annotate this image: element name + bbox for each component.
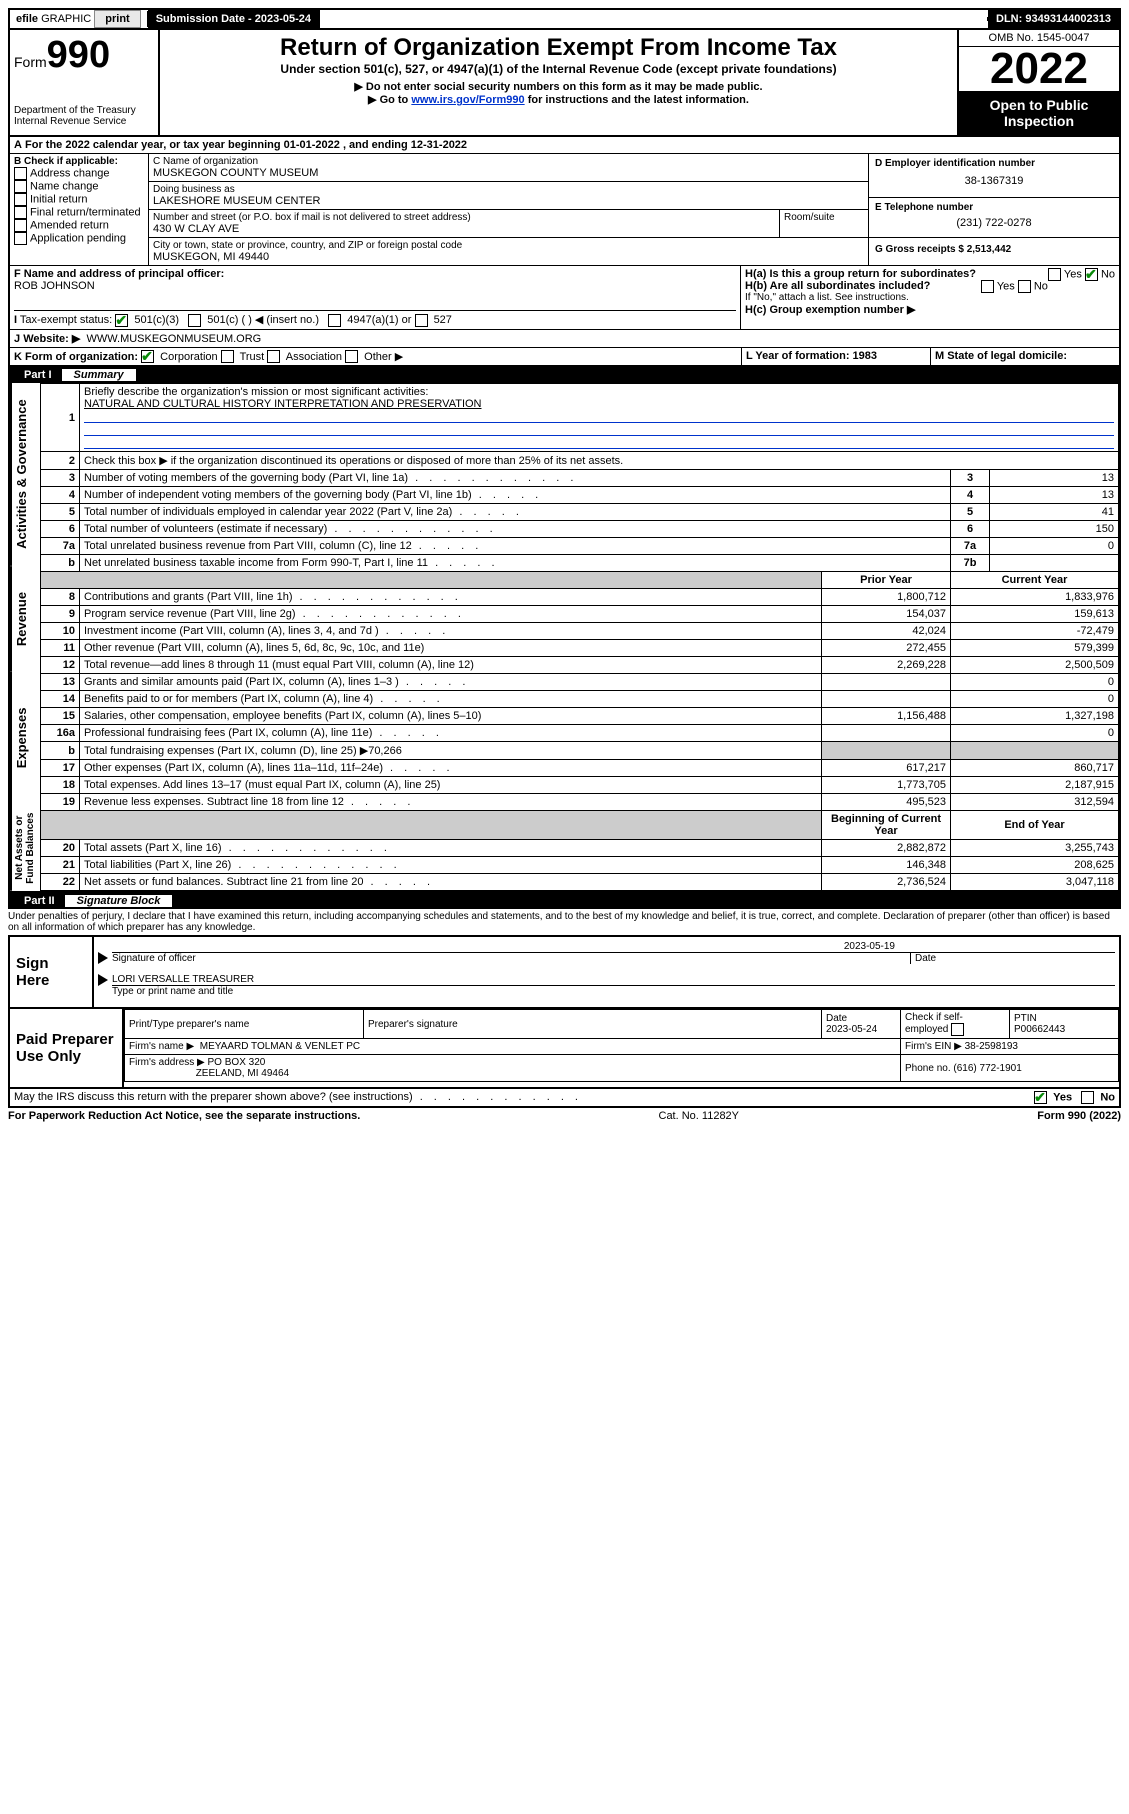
hb-note: If "No," attach a list. See instructions… xyxy=(745,292,1115,303)
year-formation: L Year of formation: 1983 xyxy=(746,350,877,362)
discuss-row: May the IRS discuss this return with the… xyxy=(8,1089,1121,1108)
ha-yes[interactable] xyxy=(1048,268,1061,281)
klm-row: K Form of organization: Corporation Trus… xyxy=(8,348,1121,368)
side-netassets: Net Assets or Fund Balances xyxy=(10,805,40,891)
officer-name: ROB JOHNSON xyxy=(14,280,736,292)
street-addr: 430 W CLAY AVE xyxy=(153,223,775,235)
footer-right: Form 990 (2022) xyxy=(1037,1110,1121,1122)
addr-label: Number and street (or P.O. box if mail i… xyxy=(153,212,775,223)
form-number: Form990 xyxy=(14,34,154,77)
paid-preparer-box: Paid Preparer Use Only Print/Type prepar… xyxy=(8,1009,1121,1089)
tax-exempt-row: I Tax-exempt status: 501(c)(3) 501(c) ( … xyxy=(14,310,736,327)
legal-domicile: M State of legal domicile: xyxy=(935,350,1067,362)
city-addr: MUSKEGON, MI 49440 xyxy=(153,251,864,263)
chk-assoc[interactable] xyxy=(267,350,280,363)
ha-no[interactable] xyxy=(1085,268,1098,281)
hb-yes[interactable] xyxy=(981,280,994,293)
arrow-icon xyxy=(98,952,108,964)
fh-block: F Name and address of principal officer:… xyxy=(8,266,1121,330)
side-revenue: Revenue xyxy=(10,566,40,671)
chk-501c3[interactable] xyxy=(115,314,128,327)
chk-4947[interactable] xyxy=(328,314,341,327)
room-label: Room/suite xyxy=(784,212,864,223)
print-button[interactable]: print xyxy=(94,10,140,28)
section-b-label: B Check if applicable: xyxy=(14,156,144,167)
chk-trust[interactable] xyxy=(221,350,234,363)
org-name-label: C Name of organization xyxy=(153,156,864,167)
chk-address-change[interactable]: Address change xyxy=(14,167,144,180)
submission-date: Submission Date - 2023-05-24 xyxy=(148,10,320,28)
part2-bar: Part II Signature Block xyxy=(8,893,1121,909)
chk-527[interactable] xyxy=(415,314,428,327)
org-name: MUSKEGON COUNTY MUSEUM xyxy=(153,167,864,179)
sign-here-label: Sign Here xyxy=(10,937,94,1007)
chk-initial-return[interactable]: Initial return xyxy=(14,193,144,206)
chk-application-pending[interactable]: Application pending xyxy=(14,232,144,245)
firm-phone: (616) 772-1901 xyxy=(953,1063,1021,1074)
efile-bar: efile efile GRAPHIC printGRAPHIC print S… xyxy=(8,8,1121,30)
side-expenses: Expenses xyxy=(10,671,40,805)
chk-other[interactable] xyxy=(345,350,358,363)
form-subtitle: Under section 501(c), 527, or 4947(a)(1)… xyxy=(164,62,953,76)
goto-line: ▶ Go to www.irs.gov/Form990 for instruct… xyxy=(164,93,953,106)
open-public: Open to Public Inspection xyxy=(959,91,1119,135)
section-a: A For the 2022 calendar year, or tax yea… xyxy=(8,137,1121,154)
ssn-warning: ▶ Do not enter social security numbers o… xyxy=(164,80,953,93)
chk-501c[interactable] xyxy=(188,314,201,327)
firm-ein: 38-2598193 xyxy=(965,1041,1018,1052)
chk-self-employed[interactable] xyxy=(951,1023,964,1036)
discuss-yes[interactable] xyxy=(1034,1091,1047,1104)
dept-label: Department of the Treasury xyxy=(14,105,154,116)
dba-name: LAKESHORE MUSEUM CENTER xyxy=(153,195,864,207)
chk-final-return[interactable]: Final return/terminated xyxy=(14,206,144,219)
paid-preparer-label: Paid Preparer Use Only xyxy=(10,1009,124,1087)
chk-name-change[interactable]: Name change xyxy=(14,180,144,193)
info-block: B Check if applicable: Address change Na… xyxy=(8,154,1121,266)
tax-year: 2022 xyxy=(959,47,1119,91)
footer-left: For Paperwork Reduction Act Notice, see … xyxy=(8,1110,360,1122)
dba-label: Doing business as xyxy=(153,184,864,195)
firm-addr1: PO BOX 320 xyxy=(208,1057,266,1068)
irs-link[interactable]: www.irs.gov/Form990 xyxy=(411,94,524,106)
ha-row: H(a) Is this a group return for subordin… xyxy=(745,268,1115,280)
part1-bar: Part I Summary xyxy=(8,367,1121,383)
chk-corp[interactable] xyxy=(141,350,154,363)
firm-name: MEYAARD TOLMAN & VENLET PC xyxy=(200,1041,360,1052)
page: efile efile GRAPHIC printGRAPHIC print S… xyxy=(0,0,1129,1132)
sign-here-box: Sign Here 2023-05-19 Signature of office… xyxy=(8,935,1121,1009)
perjury-decl: Under penalties of perjury, I declare th… xyxy=(8,909,1121,935)
footer: For Paperwork Reduction Act Notice, see … xyxy=(8,1108,1121,1124)
hb-row: H(b) Are all subordinates included? Yes … xyxy=(745,280,1115,292)
side-activities: Activities & Governance xyxy=(10,383,40,566)
phone-label: E Telephone number xyxy=(875,202,1113,213)
ein-label: D Employer identification number xyxy=(875,158,1113,169)
mission-text: NATURAL AND CULTURAL HISTORY INTERPRETAT… xyxy=(84,398,482,410)
discuss-no[interactable] xyxy=(1081,1091,1094,1104)
city-label: City or town, state or province, country… xyxy=(153,240,864,251)
arrow-icon xyxy=(98,974,108,986)
summary-block: Activities & Governance Revenue Expenses… xyxy=(8,383,1121,893)
form-title: Return of Organization Exempt From Incom… xyxy=(164,34,953,62)
officer-sig-name: LORI VERSALLE TREASURER xyxy=(112,974,1115,985)
chk-amended-return[interactable]: Amended return xyxy=(14,219,144,232)
gross-receipts: G Gross receipts $ 2,513,442 xyxy=(875,244,1113,255)
ein-value: 38-1367319 xyxy=(875,169,1113,193)
website-value: WWW.MUSKEGONMUSEUM.ORG xyxy=(86,333,261,345)
preparer-table: Print/Type preparer's name Preparer's si… xyxy=(124,1009,1119,1082)
summary-table: 1 Briefly describe the organization's mi… xyxy=(40,383,1119,891)
irs-label: Internal Revenue Service xyxy=(14,116,154,127)
form-header: Form990 Department of the Treasury Inter… xyxy=(8,30,1121,137)
efile-label: efile efile GRAPHIC printGRAPHIC print xyxy=(10,11,148,27)
hb-no[interactable] xyxy=(1018,280,1031,293)
firm-addr2: ZEELAND, MI 49464 xyxy=(196,1068,289,1079)
sig-date: 2023-05-19 xyxy=(98,941,1115,952)
phone-value: (231) 722-0278 xyxy=(875,213,1113,233)
footer-mid: Cat. No. 11282Y xyxy=(659,1110,740,1122)
hc-row: H(c) Group exemption number ▶ xyxy=(745,303,1115,316)
officer-label: F Name and address of principal officer: xyxy=(14,268,736,280)
j-row: J Website: ▶ WWW.MUSKEGONMUSEUM.ORG xyxy=(8,330,1121,348)
dln: DLN: 93493144002313 xyxy=(988,10,1119,28)
